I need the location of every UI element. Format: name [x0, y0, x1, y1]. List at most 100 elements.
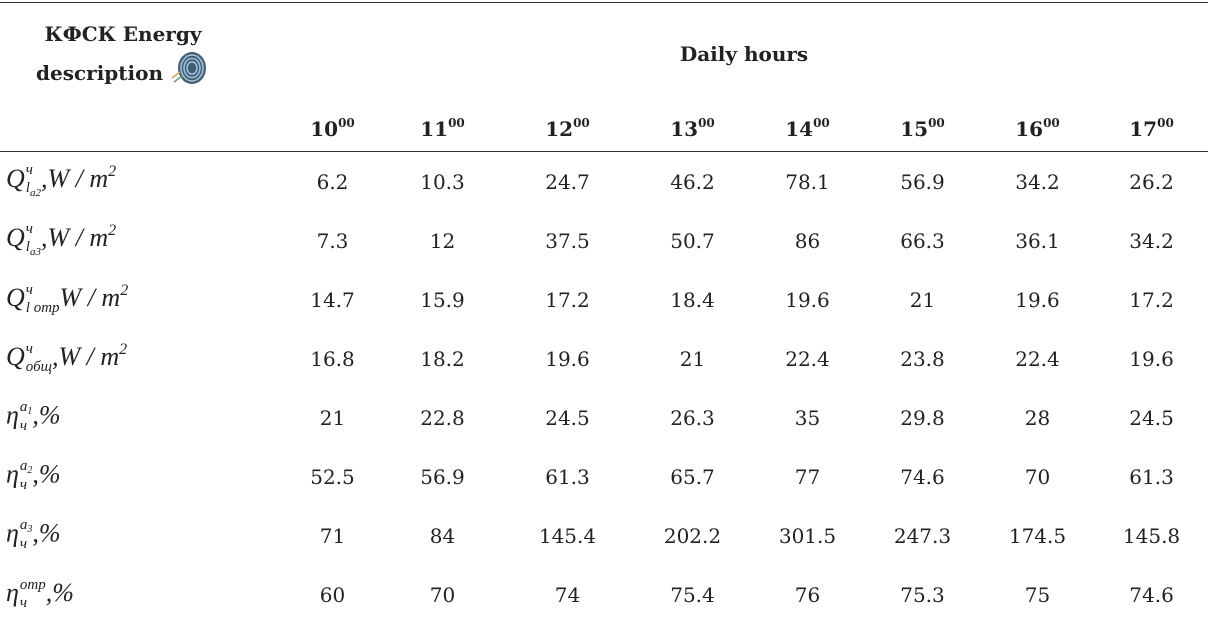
hour: 12: [545, 117, 573, 141]
hour: 11: [420, 117, 448, 141]
value-cell: 18.2: [385, 329, 500, 388]
indices: ч l отр: [26, 283, 60, 317]
value-cell: 7.3: [280, 211, 385, 270]
value-cell: 19.6: [980, 270, 1095, 329]
superscript: a1: [20, 400, 33, 418]
hour-header: 1300: [635, 105, 750, 152]
subscript: ч: [20, 419, 33, 435]
value-cell: 75.4: [635, 565, 750, 624]
value-cell: 16.8: [280, 329, 385, 388]
value-cell: 84: [385, 506, 500, 565]
subscript: la3: [26, 240, 41, 259]
value-cell: 74.6: [865, 447, 980, 506]
unit: ,W / m: [52, 342, 119, 371]
value-cell: 145.4: [500, 506, 635, 565]
subscript: ч: [20, 596, 46, 612]
empty-cell: [0, 105, 280, 152]
minutes: 00: [928, 116, 945, 130]
superscript: ч: [26, 342, 52, 358]
hour-header: 1600: [980, 105, 1095, 152]
header-row: КФСК Energy description Daily hours: [0, 3, 1208, 106]
value-cell: 21: [865, 270, 980, 329]
value-cell: 12: [385, 211, 500, 270]
hour: 13: [670, 117, 698, 141]
unit: ,W / m: [41, 164, 108, 193]
value-cell: 10.3: [385, 152, 500, 212]
value-cell: 60: [280, 565, 385, 624]
minutes: 00: [1043, 116, 1060, 130]
value-cell: 61.3: [500, 447, 635, 506]
hour: 10: [310, 117, 338, 141]
value-cell: 74: [500, 565, 635, 624]
value-cell: 247.3: [865, 506, 980, 565]
value-cell: 22.8: [385, 388, 500, 447]
subscript: общ: [26, 360, 52, 376]
hour-header: 1400: [750, 105, 865, 152]
superscript: ч: [26, 163, 41, 179]
value-cell: 19.6: [500, 329, 635, 388]
unit-exponent: 2: [108, 163, 116, 180]
value-cell: 46.2: [635, 152, 750, 212]
value-cell: 34.2: [980, 152, 1095, 212]
hour-header: 1100: [385, 105, 500, 152]
symbol: η: [6, 400, 19, 429]
sub-text: ч: [20, 595, 27, 611]
value-cell: 37.5: [500, 211, 635, 270]
value-cell: 36.1: [980, 211, 1095, 270]
minutes: 00: [573, 116, 590, 130]
value-cell: 35: [750, 388, 865, 447]
group-header: Daily hours: [280, 3, 1208, 106]
unit: ,%: [32, 400, 60, 429]
sub-sub-text: a2: [30, 187, 41, 199]
value-cell: 22.4: [750, 329, 865, 388]
value-cell: 21: [635, 329, 750, 388]
superscript: отр: [20, 578, 46, 594]
hour: 17: [1129, 117, 1157, 141]
value-cell: 71: [280, 506, 385, 565]
value-cell: 86: [750, 211, 865, 270]
unit: ,%: [32, 518, 60, 547]
label-header: КФСК Energy description: [0, 3, 280, 106]
value-cell: 26.3: [635, 388, 750, 447]
hour: 15: [900, 117, 928, 141]
coil-icon: [170, 48, 210, 88]
symbol: Q: [6, 223, 25, 252]
superscript: a3: [20, 518, 33, 536]
superscript: ч: [26, 283, 60, 299]
value-cell: 24.5: [1095, 388, 1208, 447]
unit-exponent: 2: [120, 282, 128, 299]
subscript: la2: [26, 181, 41, 200]
minutes: 00: [813, 116, 830, 130]
value-cell: 17.2: [1095, 270, 1208, 329]
subscript: ч: [20, 478, 33, 494]
sup-text: отр: [20, 577, 46, 593]
value-cell: 14.7: [280, 270, 385, 329]
value-cell: 15.9: [385, 270, 500, 329]
subscript: l отр: [26, 301, 60, 317]
minutes: 00: [698, 116, 715, 130]
sub-text: l отр: [26, 300, 60, 316]
sup-text: ч: [26, 162, 33, 178]
indices: ч la2: [26, 163, 41, 199]
value-cell: 21: [280, 388, 385, 447]
unit-exponent: 2: [119, 341, 127, 358]
hour-header: 1500: [865, 105, 980, 152]
value-cell: 22.4: [980, 329, 1095, 388]
